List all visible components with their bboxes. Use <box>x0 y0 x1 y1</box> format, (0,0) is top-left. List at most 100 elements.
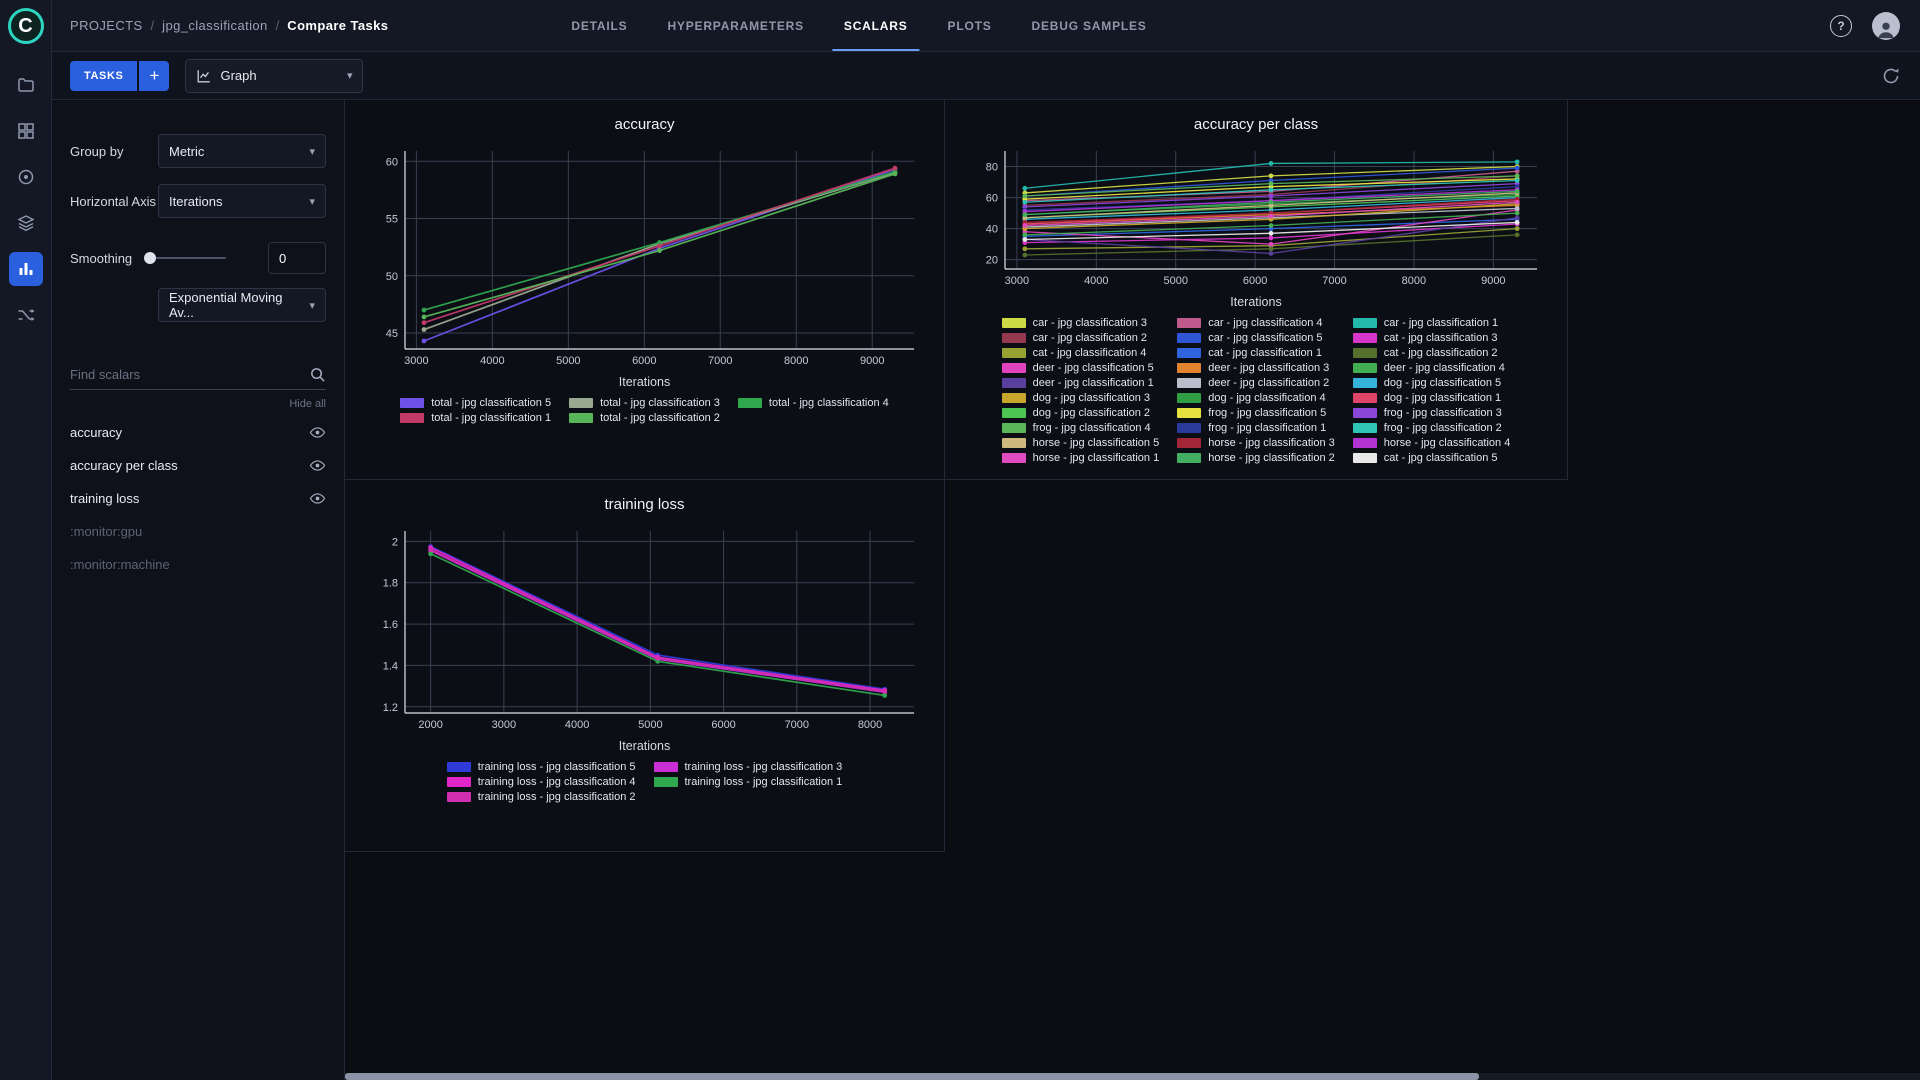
legend-item[interactable]: dog - jpg classification 2 <box>1001 407 1160 419</box>
rail-nav <box>8 68 43 332</box>
avatar[interactable] <box>1872 11 1900 40</box>
clearml-logo[interactable]: C <box>7 8 44 44</box>
legend-item[interactable]: cat - jpg classification 5 <box>1352 452 1511 464</box>
accuracy-chart[interactable]: 3000 4000 5000 6000 7000 8000 9000 45 50 55 60 <box>361 143 928 371</box>
legend-item[interactable]: car - jpg classification 5 <box>1177 332 1335 344</box>
legend-item[interactable]: car - jpg classification 1 <box>1352 317 1511 329</box>
svg-text:60: 60 <box>386 156 398 168</box>
metric-item[interactable]: training loss <box>70 482 326 515</box>
smoothing-value-input[interactable] <box>268 242 326 274</box>
legend-label: training loss - jpg classification 5 <box>477 761 636 773</box>
legend-item[interactable]: frog - jpg classification 2 <box>1352 422 1511 434</box>
horizontal-scrollbar[interactable] <box>345 1073 1920 1080</box>
legend-item[interactable]: frog - jpg classification 1 <box>1177 422 1335 434</box>
projects-icon[interactable] <box>9 68 43 102</box>
legend-label: horse - jpg classification 2 <box>1208 452 1335 464</box>
accuracy-per-class-chart[interactable]: 3000 4000 5000 6000 7000 8000 9000 20 40 60 80 <box>961 143 1551 291</box>
legend-item[interactable]: dog - jpg classification 4 <box>1177 392 1335 404</box>
experiments-icon[interactable] <box>8 252 43 286</box>
legend-swatch <box>1177 408 1202 418</box>
legend-swatch <box>1177 318 1202 328</box>
breadcrumb-projects[interactable]: PROJECTS <box>70 18 143 33</box>
legend-item[interactable]: total - jpg classification 4 <box>737 397 889 409</box>
legend-item[interactable]: total - jpg classification 3 <box>569 397 720 409</box>
legend-swatch <box>1352 348 1377 358</box>
metric-item[interactable]: accuracy per class <box>70 449 326 482</box>
eye-icon[interactable] <box>309 457 326 474</box>
legend-item[interactable]: total - jpg classification 2 <box>569 412 720 424</box>
hide-all-link[interactable]: Hide all <box>289 398 326 410</box>
group-by-select[interactable]: Metric ▾ <box>158 134 326 168</box>
chart-xlabel: Iterations <box>618 739 671 753</box>
legend-label: horse - jpg classification 4 <box>1383 437 1511 449</box>
tab-scalars[interactable]: SCALARS <box>824 0 928 51</box>
help-icon[interactable]: ? <box>1830 14 1852 37</box>
legend-item[interactable]: training loss - jpg classification 3 <box>653 761 842 773</box>
datasets-icon[interactable] <box>9 114 43 148</box>
legend-item[interactable]: cat - jpg classification 1 <box>1177 347 1335 359</box>
legend-item[interactable]: training loss - jpg classification 1 <box>653 776 843 788</box>
legend-item[interactable]: horse - jpg classification 4 <box>1352 437 1511 449</box>
legend-item[interactable]: frog - jpg classification 3 <box>1352 407 1511 419</box>
legend-item[interactable]: deer - jpg classification 4 <box>1352 362 1511 374</box>
legend-item[interactable]: car - jpg classification 2 <box>1001 332 1160 344</box>
legend-label: deer - jpg classification 5 <box>1032 362 1154 374</box>
legend-item[interactable]: dog - jpg classification 5 <box>1352 377 1511 389</box>
reports-icon[interactable] <box>9 206 43 240</box>
legend-item[interactable]: horse - jpg classification 1 <box>1001 452 1159 464</box>
view-mode-select[interactable]: Graph ▾ <box>185 58 364 93</box>
legend-item[interactable]: training loss - jpg classification 4 <box>446 776 636 788</box>
legend-item[interactable]: deer - jpg classification 3 <box>1177 362 1335 374</box>
smoothing-type-select[interactable]: Exponential Moving Av... ▾ <box>158 288 326 322</box>
svg-text:6000: 6000 <box>1243 275 1267 287</box>
legend-item[interactable]: total - jpg classification 1 <box>400 412 551 424</box>
legend-item[interactable]: horse - jpg classification 5 <box>1001 437 1159 449</box>
legend-item[interactable]: frog - jpg classification 5 <box>1177 407 1335 419</box>
models-icon[interactable] <box>9 160 43 194</box>
legend-item[interactable]: horse - jpg classification 3 <box>1177 437 1335 449</box>
training-loss-chart[interactable]: 2000 3000 4000 5000 6000 7000 8000 1.2 1.4 1.6 1.8… <box>361 523 928 735</box>
legend-label: frog - jpg classification 4 <box>1032 422 1151 434</box>
tasks-button[interactable]: TASKS <box>70 60 138 91</box>
legend-swatch <box>1177 393 1202 403</box>
metric-item[interactable]: accuracy <box>70 416 326 449</box>
eye-icon[interactable] <box>309 490 326 507</box>
legend-item[interactable]: cat - jpg classification 4 <box>1001 347 1160 359</box>
legend-item[interactable]: total - jpg classification 5 <box>400 397 551 409</box>
legend-item[interactable]: frog - jpg classification 4 <box>1001 422 1160 434</box>
legend-item[interactable]: car - jpg classification 3 <box>1001 317 1160 329</box>
content-area: Group by Metric ▾ Horizontal Axis Iterat… <box>52 100 1920 1080</box>
legend-item[interactable]: training loss - jpg classification 5 <box>446 761 636 773</box>
legend-label: car - jpg classification 5 <box>1208 332 1323 344</box>
tab-plots[interactable]: PLOTS <box>947 18 992 33</box>
horizontal-axis-select[interactable]: Iterations ▾ <box>158 184 326 218</box>
legend-item[interactable]: car - jpg classification 4 <box>1177 317 1335 329</box>
legend-label: cat - jpg classification 2 <box>1383 347 1498 359</box>
smoothing-slider[interactable] <box>144 252 227 264</box>
slider-knob[interactable] <box>144 252 157 264</box>
legend-item[interactable]: cat - jpg classification 2 <box>1352 347 1511 359</box>
auto-refresh-icon[interactable] <box>1880 65 1902 87</box>
tab-hyperparameters[interactable]: HYPERPARAMETERS <box>667 18 804 33</box>
scrollbar-thumb[interactable] <box>345 1073 1479 1080</box>
legend-item[interactable]: deer - jpg classification 5 <box>1001 362 1160 374</box>
legend-item[interactable]: training loss - jpg classification 2 <box>446 791 636 803</box>
pipelines-icon[interactable] <box>9 298 43 332</box>
add-task-button[interactable]: + <box>139 60 170 91</box>
legend-item[interactable]: deer - jpg classification 2 <box>1177 377 1335 389</box>
legend-swatch <box>1001 423 1026 433</box>
metric-item[interactable]: :monitor:gpu <box>70 515 326 548</box>
legend-item[interactable]: cat - jpg classification 3 <box>1352 332 1511 344</box>
legend-item[interactable]: horse - jpg classification 2 <box>1177 452 1335 464</box>
eye-icon[interactable] <box>309 424 326 441</box>
legend-label: training loss - jpg classification 1 <box>684 776 843 788</box>
tab-debug-samples[interactable]: DEBUG SAMPLES <box>1031 18 1147 33</box>
legend-item[interactable]: dog - jpg classification 1 <box>1352 392 1511 404</box>
metric-item[interactable]: :monitor:machine <box>70 548 326 581</box>
charts-row-1: accuracy 3000 4000 5000 6000 7000 8000 9000 45 5… <box>345 100 1920 480</box>
legend-item[interactable]: deer - jpg classification 1 <box>1001 377 1160 389</box>
search-input[interactable] <box>70 367 309 382</box>
legend-item[interactable]: dog - jpg classification 3 <box>1001 392 1160 404</box>
tab-details[interactable]: DETAILS <box>571 18 628 33</box>
breadcrumb-project-name[interactable]: jpg_classification <box>162 18 268 33</box>
